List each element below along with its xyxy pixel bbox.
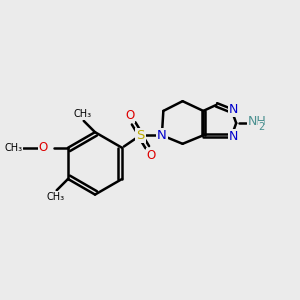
Text: N: N — [157, 129, 167, 142]
Text: CH₃: CH₃ — [47, 192, 65, 202]
Text: N: N — [229, 130, 238, 143]
Text: CH₃: CH₃ — [4, 143, 22, 153]
Text: 2: 2 — [258, 122, 264, 132]
Text: O: O — [39, 141, 48, 154]
Text: S: S — [136, 129, 145, 142]
Text: N: N — [229, 103, 238, 116]
Text: NH: NH — [248, 115, 267, 128]
Text: O: O — [125, 109, 134, 122]
Text: O: O — [146, 149, 156, 162]
Text: CH₃: CH₃ — [74, 109, 92, 119]
